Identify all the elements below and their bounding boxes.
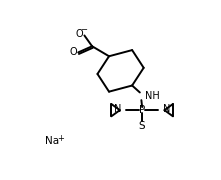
Text: O: O	[76, 29, 84, 39]
Text: +: +	[57, 134, 64, 143]
Text: N: N	[163, 104, 170, 114]
Text: O: O	[70, 47, 77, 57]
Text: −: −	[80, 25, 87, 34]
Text: NH: NH	[145, 91, 160, 101]
Text: Na: Na	[45, 136, 59, 146]
Text: S: S	[139, 121, 145, 130]
Text: P: P	[139, 105, 145, 115]
Text: N: N	[114, 104, 121, 114]
